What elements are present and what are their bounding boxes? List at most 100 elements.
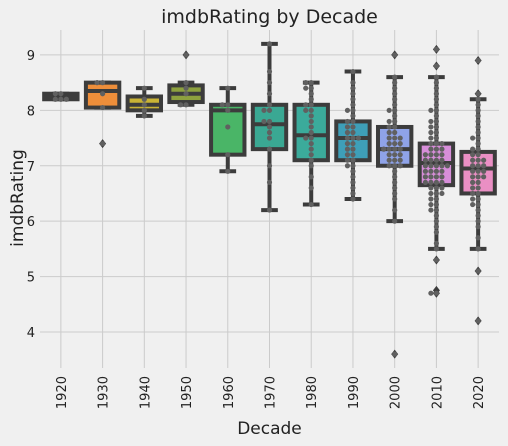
swarm-point xyxy=(428,118,434,125)
swarm-point xyxy=(52,96,58,102)
swarm-point xyxy=(308,107,314,113)
swarm-point xyxy=(392,163,398,169)
swarm-point xyxy=(308,96,314,102)
swarm-point xyxy=(392,52,398,58)
x-tick-label: 1990 xyxy=(347,376,362,409)
swarm-point xyxy=(433,257,440,263)
swarm-point xyxy=(433,113,440,119)
swarm-1930 xyxy=(94,80,106,147)
swarm-point xyxy=(350,118,356,125)
swarm-point xyxy=(475,318,481,324)
swarm-1970 xyxy=(261,41,273,213)
swarm-point xyxy=(392,129,398,136)
swarm-point xyxy=(141,96,147,102)
swarm-point xyxy=(433,290,440,296)
swarm-point xyxy=(350,168,356,174)
swarm-point xyxy=(433,46,440,52)
swarm-point xyxy=(386,107,392,113)
swarm-point xyxy=(422,179,429,185)
swarm-point xyxy=(433,224,440,230)
swarm-point xyxy=(225,85,231,91)
swarm-point xyxy=(392,107,398,113)
x-tick-label: 1920 xyxy=(55,376,70,409)
swarm-point xyxy=(428,124,434,130)
swarm-point xyxy=(481,174,487,180)
swarm-point xyxy=(439,146,445,152)
swarm-point xyxy=(303,80,309,86)
swarm-point xyxy=(308,124,314,130)
swarm-point xyxy=(481,157,487,163)
swarm-point xyxy=(428,146,434,152)
swarm-point xyxy=(58,91,64,97)
swarm-point xyxy=(344,124,351,130)
swarm-point xyxy=(433,102,440,108)
swarm-point xyxy=(344,135,351,141)
swarm-point xyxy=(350,152,356,158)
swarm-point xyxy=(350,96,356,102)
swarm-point xyxy=(392,174,398,180)
swarm-point xyxy=(439,185,445,191)
swarm-point xyxy=(428,168,434,174)
swarm-point xyxy=(350,107,356,113)
swarm-point xyxy=(397,140,403,147)
swarm-point xyxy=(475,57,481,64)
swarm-point xyxy=(475,163,481,169)
swarm-point xyxy=(225,107,231,113)
swarm-point xyxy=(475,207,481,213)
swarm-point xyxy=(433,152,440,158)
swarm-1950 xyxy=(177,52,189,108)
swarm-point xyxy=(386,124,392,130)
swarm-point xyxy=(266,80,273,86)
swarm-point xyxy=(392,102,398,108)
swarm-point xyxy=(470,201,476,208)
swarm-point xyxy=(475,157,481,163)
swarm-point xyxy=(422,163,429,169)
swarm-point xyxy=(428,196,434,202)
x-tick-label: 1950 xyxy=(180,376,195,409)
swarm-point xyxy=(261,118,267,125)
swarm-point xyxy=(99,140,106,147)
swarm-point xyxy=(428,157,434,163)
swarm-point xyxy=(428,190,434,197)
swarm-point xyxy=(433,168,440,174)
swarm-point xyxy=(350,157,356,163)
swarm-point xyxy=(475,224,481,230)
swarm-2000 xyxy=(381,52,403,357)
swarm-point xyxy=(350,140,356,147)
swarm-point xyxy=(266,107,273,113)
swarm-point xyxy=(470,174,476,180)
swarm-point xyxy=(141,113,147,119)
swarm-point xyxy=(177,102,184,108)
swarm-point xyxy=(392,351,398,357)
swarm-point xyxy=(433,140,440,147)
swarm-point xyxy=(433,196,440,202)
swarm-point xyxy=(433,124,440,130)
swarm-point xyxy=(475,146,481,152)
swarm-point xyxy=(422,152,429,158)
swarm-point xyxy=(428,129,434,136)
swarm-point xyxy=(344,118,351,125)
swarm-point xyxy=(386,146,392,152)
swarm-point xyxy=(308,140,314,147)
swarm-point xyxy=(475,113,481,119)
swarm-point xyxy=(439,174,445,180)
y-tick-label: 4 xyxy=(27,326,35,341)
swarm-point xyxy=(266,163,273,169)
swarm-point xyxy=(392,152,398,158)
swarm-1920 xyxy=(52,91,69,102)
swarm-point xyxy=(475,179,481,185)
swarm-point xyxy=(183,102,189,108)
swarm-point xyxy=(428,140,434,147)
swarm-point xyxy=(350,113,356,119)
swarm-point xyxy=(308,201,314,208)
swarm-point xyxy=(428,179,434,185)
swarm-point xyxy=(392,218,398,224)
swarm-point xyxy=(428,201,434,208)
swarm-point xyxy=(308,80,314,86)
swarm-point xyxy=(433,218,440,224)
swarm-point xyxy=(350,174,356,180)
swarm-point xyxy=(397,146,403,152)
swarm-point xyxy=(428,207,434,213)
swarm-point xyxy=(303,135,309,141)
swarm-point xyxy=(58,96,64,102)
